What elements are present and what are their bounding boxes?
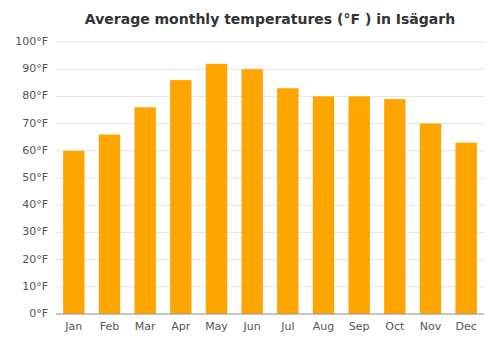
y-tick-label: 80°F bbox=[22, 89, 48, 102]
y-tick-label: 10°F bbox=[22, 280, 48, 293]
grid-line bbox=[56, 314, 484, 315]
x-tick-label: Nov bbox=[420, 320, 442, 333]
x-tick-label: Oct bbox=[385, 320, 405, 333]
x-tick-label: May bbox=[205, 320, 228, 333]
grid-line bbox=[56, 69, 484, 70]
x-axis-line bbox=[56, 314, 484, 315]
y-tick-label: 20°F bbox=[22, 253, 48, 266]
x-tick-label: Dec bbox=[456, 320, 477, 333]
grid-line bbox=[56, 42, 484, 43]
bars bbox=[63, 64, 477, 314]
y-tick-label: 100°F bbox=[15, 35, 48, 48]
bar bbox=[420, 124, 441, 314]
bar bbox=[170, 80, 191, 314]
y-tick-label: 50°F bbox=[22, 171, 48, 184]
bar bbox=[206, 64, 227, 314]
bar bbox=[348, 96, 369, 314]
x-tick-label: Aug bbox=[313, 320, 334, 333]
bar bbox=[134, 107, 155, 314]
bar bbox=[455, 143, 476, 314]
y-tick-label: 70°F bbox=[22, 117, 48, 130]
bar bbox=[277, 88, 298, 314]
chart: 0°F 10°F 20°F 30°F 40°F 50°F 60°F 70°F 80°F 90°F 1… bbox=[0, 0, 500, 350]
y-tick-label: 40°F bbox=[22, 198, 48, 211]
x-tick-label: Jun bbox=[243, 320, 261, 333]
bar bbox=[241, 69, 262, 314]
bar bbox=[63, 151, 84, 314]
x-tick-label: Sep bbox=[349, 320, 370, 333]
y-tick-label: 30°F bbox=[22, 225, 48, 238]
grid-line bbox=[56, 96, 484, 97]
bar bbox=[384, 99, 405, 314]
bar bbox=[313, 96, 334, 314]
chart-container: 0°F 10°F 20°F 30°F 40°F 50°F 60°F 70°F 80°F 90°F 1… bbox=[0, 0, 500, 350]
grid bbox=[56, 42, 484, 314]
x-tick-label: Mar bbox=[135, 320, 156, 333]
x-tick-label: Jul bbox=[280, 320, 294, 333]
x-tick-label: Feb bbox=[100, 320, 119, 333]
y-tick-label: 0°F bbox=[29, 307, 48, 320]
y-axis: 0°F 10°F 20°F 30°F 40°F 50°F 60°F 70°F 80°F 90°F 1… bbox=[15, 35, 48, 320]
bar bbox=[99, 134, 120, 314]
x-tick-label: Jan bbox=[64, 320, 82, 333]
x-tick-label: Apr bbox=[171, 320, 191, 333]
x-axis: Jan Feb Mar Apr May Jun Jul Aug Sep Oct Nov Dec bbox=[56, 314, 484, 333]
y-tick-label: 60°F bbox=[22, 144, 48, 157]
y-tick-label: 90°F bbox=[22, 62, 48, 75]
title: Average monthly temperatures (°F ) in Is… bbox=[85, 11, 455, 27]
